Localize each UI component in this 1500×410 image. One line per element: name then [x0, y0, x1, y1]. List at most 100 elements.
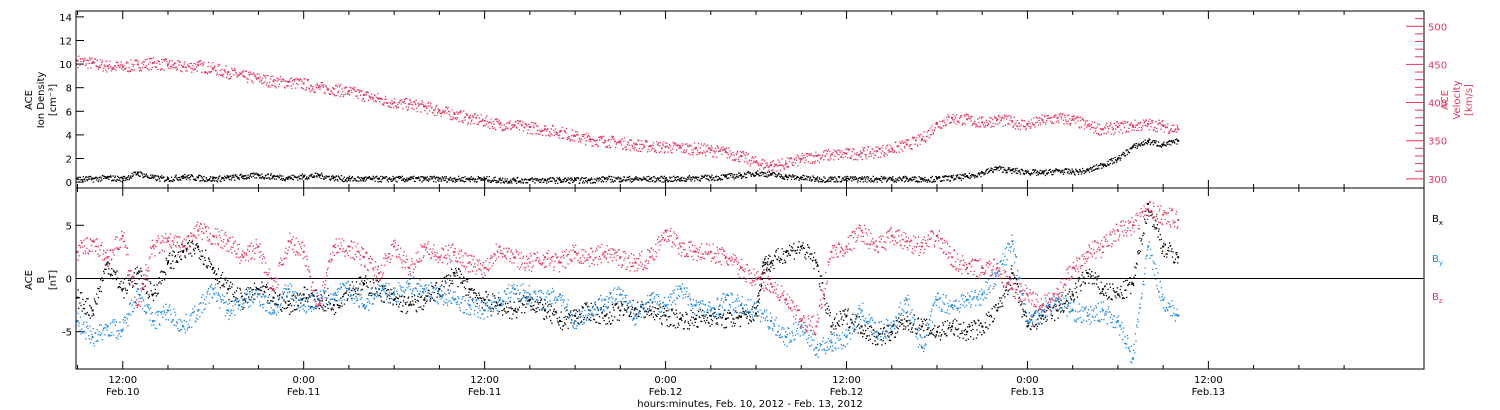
bx-dot [651, 302, 653, 304]
bx-dot [140, 275, 143, 277]
bx-dot [127, 274, 129, 277]
density-dot [142, 176, 144, 179]
bx-dot [463, 276, 465, 278]
velocity-dot [1016, 125, 1019, 127]
density-point [91, 177, 94, 180]
velocity-dot [458, 121, 460, 123]
bx-dot [616, 319, 619, 321]
bx-dot [121, 290, 123, 292]
velocity-dot [1055, 121, 1058, 123]
density-dot [185, 175, 187, 178]
velocity-dot [372, 98, 374, 100]
density-dot [970, 174, 972, 177]
velocity-dot [718, 150, 720, 153]
velocity-dot [673, 145, 675, 147]
velocity-dot [219, 69, 221, 72]
velocity-dot [610, 138, 612, 141]
density-dot [431, 178, 434, 180]
bx-dot [90, 307, 93, 309]
density-dot [885, 180, 888, 183]
density-dot [854, 176, 856, 178]
velocity-dot [678, 147, 680, 149]
density-dot [228, 176, 230, 178]
bx-dot [529, 305, 532, 307]
density-dot [97, 177, 99, 179]
density-dot [548, 178, 550, 180]
density-dot [851, 177, 854, 180]
bx-dot [123, 297, 125, 299]
bx-dot [163, 271, 165, 273]
bx-dot [386, 296, 388, 298]
velocity-dot [539, 133, 541, 135]
density-dot [1078, 171, 1080, 173]
bx-dot [164, 271, 166, 274]
velocity-dot [543, 130, 545, 132]
density-dot [558, 177, 560, 180]
bx-dot [109, 273, 111, 275]
bx-dot [256, 287, 258, 290]
velocity-dot [415, 99, 417, 101]
velocity-dot [101, 60, 104, 62]
velocity-dot [577, 134, 579, 136]
velocity-dot [357, 88, 359, 91]
bx-dot [536, 301, 539, 303]
density-dot [457, 179, 459, 181]
bx-dot [102, 279, 104, 281]
density-dot [362, 180, 365, 182]
velocity-dot [98, 66, 100, 68]
bx-dot [369, 280, 372, 283]
density-dot [1063, 171, 1066, 174]
velocity-dot [631, 146, 634, 148]
velocity-dot [569, 140, 572, 142]
density-dot [837, 176, 840, 178]
bx-dot [343, 303, 345, 305]
velocity-dot [88, 62, 90, 65]
velocity-dot [792, 161, 794, 163]
density-dot [127, 176, 129, 178]
bx-dot [632, 299, 634, 302]
density-dot [508, 180, 511, 182]
density-dot [978, 172, 980, 174]
velocity-tick-label-450: 450 [1428, 60, 1447, 71]
density-dot [160, 177, 162, 179]
density-dot [452, 180, 455, 182]
density-dot [661, 181, 663, 183]
velocity-dot [348, 94, 351, 96]
density-dot [114, 175, 116, 177]
velocity-dot [983, 126, 985, 128]
time-tick-label-2: 12:00 [470, 375, 499, 386]
bx-dot [657, 313, 659, 315]
date-tick-label-6: Feb.13 [1192, 387, 1226, 398]
velocity-dot [85, 63, 87, 65]
velocity-dot [904, 147, 906, 149]
bx-dot [476, 302, 478, 305]
bx-dot [405, 312, 408, 314]
density-dot [952, 176, 954, 178]
velocity-dot [641, 143, 643, 145]
bx-dot [294, 309, 297, 311]
velocity-dot [826, 153, 828, 155]
velocity-dot [199, 60, 201, 62]
bx-dot [202, 255, 204, 258]
density-dot [1051, 170, 1054, 172]
density-dot [525, 179, 528, 181]
density-tick-label-6: 6 [66, 107, 72, 118]
bx-dot [360, 289, 362, 291]
density-dot [677, 179, 679, 181]
velocity-dot [144, 66, 146, 69]
velocity-dot [786, 166, 788, 168]
bx-dot [406, 301, 408, 303]
density-dot [419, 179, 421, 181]
velocity-dot [168, 61, 170, 64]
density-dot [221, 176, 223, 179]
density-dot [191, 175, 194, 177]
velocity-dot [498, 119, 500, 121]
density-dot [155, 180, 158, 182]
velocity-dot [310, 85, 312, 87]
bx-dot [426, 300, 428, 303]
velocity-dot [907, 139, 910, 141]
bx-dot [254, 292, 256, 295]
velocity-dot [263, 74, 265, 76]
density-dot [728, 177, 730, 179]
velocity-dot [1120, 122, 1123, 125]
